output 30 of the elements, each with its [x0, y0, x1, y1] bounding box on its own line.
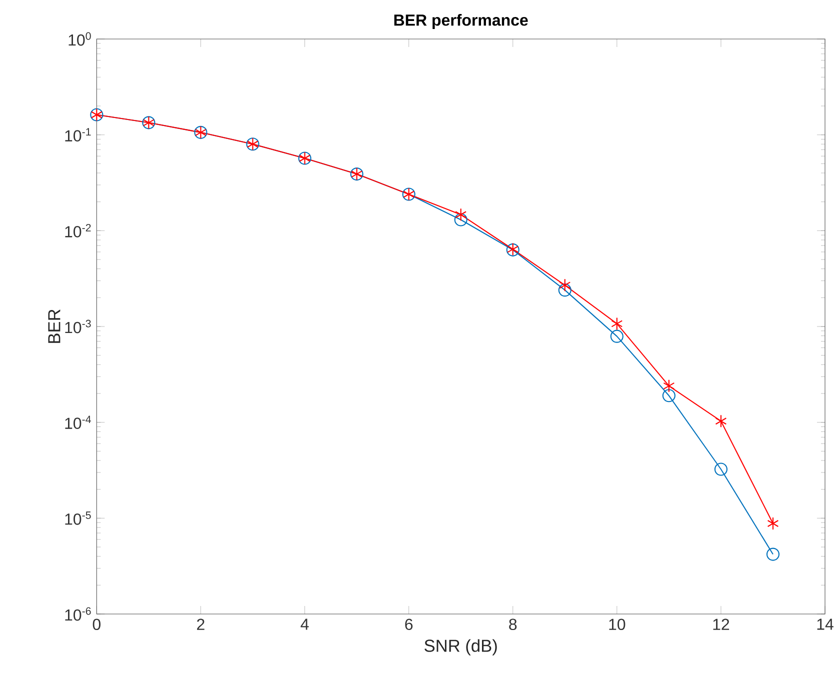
point — [558, 284, 572, 297]
point — [662, 389, 676, 402]
x-tick-label: 2 — [197, 618, 204, 630]
point — [715, 414, 727, 428]
x-tick-label: 14 — [817, 618, 834, 630]
y-tick-label: 10$^{-1}$ — [65, 128, 91, 142]
x-tick-label: 10 — [609, 618, 626, 630]
y-tick-label: 10$^{-4}$ — [65, 416, 91, 429]
point — [767, 516, 779, 530]
x-tick-label: 0 — [92, 618, 100, 630]
x-tick-label: 6 — [405, 618, 413, 630]
x-tick-label: 12 — [713, 618, 730, 630]
y-tick-label: 10$^{-2}$ — [65, 224, 91, 238]
point — [559, 278, 571, 292]
point — [455, 208, 467, 222]
point — [610, 330, 624, 343]
x-tick-label: 8 — [509, 618, 517, 630]
y-tick-label: 10$^{-3}$ — [65, 320, 91, 334]
point — [611, 317, 623, 330]
y-tick-label: 10$^{-5}$ — [65, 512, 91, 525]
y-tick-label: 10$^{0}$ — [68, 32, 91, 46]
point — [663, 379, 675, 392]
chart-title: BER performance — [394, 14, 528, 29]
x-tick-label: 4 — [300, 618, 309, 630]
point — [454, 213, 468, 226]
x-axis-title: SNR (dB) — [424, 639, 497, 656]
y-axis-title: BER — [48, 309, 60, 343]
point — [714, 462, 728, 476]
y-tick-label: 10$^{-6}$ — [65, 607, 91, 621]
point — [766, 548, 780, 561]
